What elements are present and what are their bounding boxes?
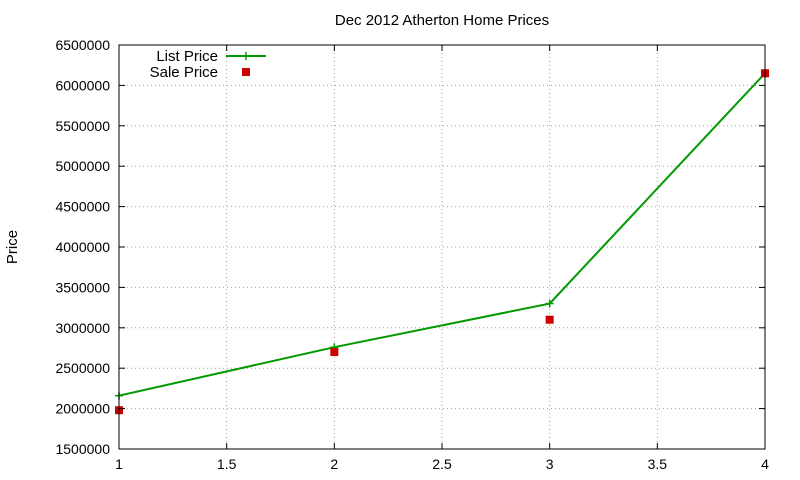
x-tick-label: 3.5 bbox=[648, 456, 668, 472]
y-tick-label: 3000000 bbox=[55, 320, 110, 336]
legend-label: Sale Price bbox=[150, 64, 218, 81]
legend-label: List Price bbox=[156, 48, 218, 65]
chart-title: Dec 2012 Atherton Home Prices bbox=[335, 12, 549, 29]
x-tick-label: 4 bbox=[761, 456, 769, 472]
legend-square-swatch bbox=[242, 68, 250, 76]
x-tick-label: 1 bbox=[115, 456, 123, 472]
x-tick-label: 1.5 bbox=[217, 456, 237, 472]
y-tick-label: 5000000 bbox=[55, 158, 110, 174]
y-tick-label: 5500000 bbox=[55, 118, 110, 134]
series-list-price bbox=[115, 69, 769, 399]
y-tick-label: 4000000 bbox=[55, 239, 110, 255]
y-tick-label: 4500000 bbox=[55, 199, 110, 215]
x-tick-label: 3 bbox=[546, 456, 554, 472]
y-tick-label: 2500000 bbox=[55, 360, 110, 376]
y-tick-label: 6000000 bbox=[55, 77, 110, 93]
sale-price-point bbox=[330, 348, 338, 356]
y-tick-label: 1500000 bbox=[55, 441, 110, 457]
x-tick-label: 2 bbox=[330, 456, 338, 472]
y-tick-label: 2000000 bbox=[55, 401, 110, 417]
y-tick-label: 3500000 bbox=[55, 279, 110, 295]
x-tick-label: 2.5 bbox=[432, 456, 452, 472]
y-tick-label: 6500000 bbox=[55, 37, 110, 53]
y-axis-label: Price bbox=[4, 230, 21, 264]
grid bbox=[119, 45, 765, 449]
tick-labels: 1 1.5 2 2.5 3 3.5 4 1500000 2000000 2500000 300000… bbox=[55, 37, 769, 472]
sale-price-point bbox=[546, 316, 554, 324]
